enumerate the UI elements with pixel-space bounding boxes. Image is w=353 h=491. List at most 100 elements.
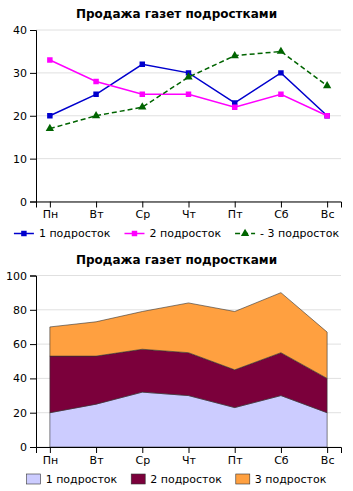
area	[50, 349, 327, 412]
legend-entry: 1 подросток	[27, 473, 118, 486]
x-tick-mark	[96, 202, 97, 208]
x-tick-label: Пт	[228, 454, 243, 467]
plot-area	[50, 293, 327, 447]
x-tick-label: Вт	[90, 454, 105, 467]
y-tick: 40	[13, 372, 36, 385]
x-tick: Сб	[274, 447, 289, 467]
marker	[46, 124, 54, 131]
grid	[36, 30, 341, 202]
legend-label: 3 подросток	[255, 473, 327, 486]
legend-swatch	[236, 474, 250, 484]
x-tick: Сб	[274, 202, 289, 222]
y-tick-mark	[30, 447, 36, 448]
legend-label: 1 подросток	[39, 227, 111, 240]
legend-marker	[132, 231, 137, 236]
chart-container: Продажа газет подростками010203040ПнВтСр…	[0, 0, 353, 491]
marker	[140, 92, 145, 97]
marker	[47, 113, 52, 118]
x-axis: Пн Вт Ср Чт Пт Сб Вс	[37, 202, 342, 222]
grid-line	[36, 158, 341, 159]
y-tick: 0	[20, 441, 36, 454]
y-tick-label: 60	[13, 338, 27, 351]
marker	[93, 92, 98, 97]
title: Продажа газет подростками	[76, 253, 277, 267]
x-tick-mark	[142, 202, 143, 208]
y-tick-mark	[30, 344, 36, 345]
x-tick-label: Ср	[135, 454, 150, 467]
marker	[278, 70, 283, 75]
y-tick: 0	[20, 196, 36, 209]
legend-entry: - 3 подросток	[235, 227, 339, 240]
y-axis: 010203040	[13, 24, 37, 209]
marker	[278, 92, 283, 97]
y-tick-label: 0	[20, 441, 27, 454]
marker	[138, 102, 146, 109]
x-tick-label: Сб	[274, 454, 289, 467]
y-tick: 60	[13, 338, 36, 351]
marker	[231, 51, 239, 58]
x-tick-label: Вс	[321, 454, 335, 467]
chart: Продажа газет подростками010203040ПнВтСр…	[13, 7, 342, 240]
legend-swatch	[27, 474, 41, 484]
x-tick-mark	[189, 447, 190, 453]
marker	[93, 79, 98, 84]
x-tick-label: Вс	[321, 208, 335, 221]
marker	[323, 81, 331, 88]
x-tick: Пн	[43, 447, 58, 467]
y-tick-mark	[30, 159, 36, 160]
x-tick: Ср	[135, 447, 150, 467]
x-tick-label: Пн	[43, 208, 58, 221]
marker	[92, 111, 100, 118]
x-tick-mark	[50, 202, 51, 208]
grid-line	[36, 275, 341, 276]
x-tick: Вс	[321, 202, 335, 222]
grid-line	[36, 30, 341, 31]
area	[50, 293, 327, 379]
y-tick-label: 80	[13, 304, 27, 317]
y-tick-mark	[30, 276, 36, 277]
y-axis: 020406080100	[6, 270, 37, 455]
line	[50, 64, 327, 115]
x-tick: Пт	[228, 202, 243, 222]
legend-entry: 1 подросток	[14, 227, 111, 240]
x-tick-mark	[142, 447, 143, 453]
y-tick-mark	[30, 73, 36, 74]
grid	[36, 276, 341, 448]
legend-entry: 2 подросток	[131, 473, 222, 486]
marker	[186, 92, 191, 97]
title: Продажа газет подростками	[76, 7, 277, 21]
x-tick-mark	[50, 447, 51, 453]
plot-area	[46, 47, 332, 131]
y-axis-line	[30, 31, 37, 203]
x-tick: Вт	[90, 202, 105, 222]
x-axis: Пн Вт Ср Чт Пт Сб Вс	[37, 447, 342, 467]
legend-label: - 3 подросток	[260, 227, 339, 240]
x-tick-mark	[281, 202, 282, 208]
x-tick-label: Вт	[90, 208, 105, 221]
y-tick-mark	[30, 413, 36, 414]
line	[50, 51, 327, 128]
x-tick: Чт	[182, 202, 197, 222]
y-tick-mark	[30, 202, 36, 203]
x-tick: Вт	[90, 447, 105, 467]
chart-svg: Продажа газет подростками010203040ПнВтСр…	[0, 0, 353, 491]
x-tick: Чт	[182, 447, 197, 467]
marker	[184, 72, 192, 79]
legend-label: 1 подросток	[46, 473, 118, 486]
marker	[324, 113, 329, 118]
x-tick: Пт	[228, 447, 243, 467]
y-tick: 100	[6, 270, 36, 283]
x-tick-mark	[327, 202, 328, 208]
y-tick-mark	[30, 310, 36, 311]
series	[47, 57, 330, 118]
y-tick: 20	[13, 110, 36, 123]
x-tick-label: Сб	[274, 208, 289, 221]
x-tick-mark	[235, 447, 236, 453]
x-axis-line	[37, 448, 342, 454]
y-tick-mark	[30, 116, 36, 117]
x-tick: Пн	[43, 202, 58, 222]
x-tick: Ср	[135, 202, 150, 222]
chart: Продажа газет подростками020406080100ПнВ…	[6, 253, 342, 486]
y-tick: 80	[13, 304, 36, 317]
legend-entry: 3 подросток	[236, 473, 327, 486]
